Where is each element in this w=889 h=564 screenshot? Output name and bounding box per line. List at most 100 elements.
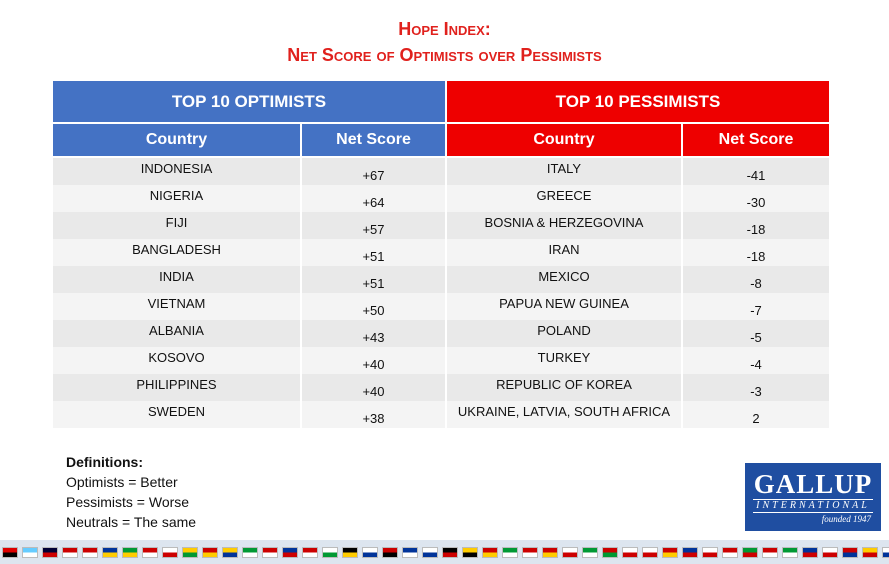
pessimist-country: BOSNIA & HERZEGOVINA	[484, 215, 644, 230]
optimist-score: +67	[362, 168, 385, 183]
pessimist-country: PAPUA NEW GUINEA	[499, 296, 629, 311]
flag-icon	[602, 546, 618, 558]
flag-icon	[282, 546, 298, 558]
flag-icon	[242, 546, 258, 558]
optimist-country: KOSOVO	[148, 350, 205, 365]
column-separator	[445, 239, 447, 266]
optimist-score: +51	[362, 249, 385, 264]
flag-icon	[562, 546, 578, 558]
flag-icon	[62, 546, 78, 558]
flag-icon	[502, 546, 518, 558]
column-separator	[300, 185, 302, 212]
optimist-country: SWEDEN	[147, 404, 206, 419]
column-separator	[300, 239, 302, 266]
table-row: FIJI +57 BOSNIA & HERZEGOVINA -18	[53, 212, 829, 239]
definition-neutrals: Neutrals = The same	[66, 514, 197, 530]
logo-sub: INTERNATIONAL	[753, 499, 873, 513]
flag-icon	[182, 546, 198, 558]
flag-icon	[382, 546, 398, 558]
pessimists-score-header: Net Score	[683, 124, 829, 156]
pessimist-score: -3	[750, 384, 762, 399]
table-body: INDONESIA +67 ITALY -41 NIGERIA +64 GREECE -30 F…	[53, 158, 829, 428]
column-separator	[445, 266, 447, 293]
flag-icon	[222, 546, 238, 558]
flag-icon	[782, 546, 798, 558]
optimist-country: INDIA	[159, 269, 194, 284]
flag-icon	[122, 546, 138, 558]
logo-main: GALLUP	[753, 469, 873, 499]
optimist-country: ALBANIA	[149, 323, 204, 338]
flag-icon	[82, 546, 98, 558]
flag-icon	[702, 546, 718, 558]
pessimist-country: POLAND	[537, 323, 591, 338]
flag-icon	[622, 546, 638, 558]
column-separator	[681, 347, 683, 374]
table-row: INDIA +51 MEXICO -8	[53, 266, 829, 293]
flag-icon	[742, 546, 758, 558]
optimist-score: +40	[362, 357, 385, 372]
optimist-country: BANGLADESH	[132, 242, 221, 257]
column-separator	[300, 374, 302, 401]
optimists-score-header: Net Score	[302, 124, 445, 156]
table-row: PHILIPPINES +40 REPUBLIC OF KOREA -3	[53, 374, 829, 401]
flag-icon	[862, 546, 878, 558]
table-row: SWEDEN +38 UKRAINE, LATVIA, SOUTH AFRICA 2	[53, 401, 829, 428]
flag-icon	[662, 546, 678, 558]
flag-icon	[362, 546, 378, 558]
column-separator	[300, 401, 302, 428]
flag-icon	[162, 546, 178, 558]
flag-icon	[882, 546, 889, 558]
column-separator	[445, 320, 447, 347]
definitions-heading: Definitions:	[66, 454, 143, 470]
flag-icon	[822, 546, 838, 558]
column-separator	[681, 158, 683, 185]
optimist-score: +57	[362, 222, 385, 237]
table-row: ALBANIA +43 POLAND -5	[53, 320, 829, 347]
column-separator	[681, 266, 683, 293]
optimist-country: NIGERIA	[149, 188, 204, 203]
pessimist-country: GREECE	[536, 188, 592, 203]
column-separator	[300, 158, 302, 185]
flag-icon	[322, 546, 338, 558]
flag-icon	[422, 546, 438, 558]
table-row: VIETNAM +50 PAPUA NEW GUINEA -7	[53, 293, 829, 320]
optimist-score: +50	[362, 303, 385, 318]
pessimists-country-header: Country	[447, 124, 681, 156]
pessimist-score: -41	[746, 168, 766, 183]
pessimist-score: 2	[752, 411, 760, 426]
column-separator	[445, 212, 447, 239]
flag-icon	[722, 546, 738, 558]
pessimist-score: -18	[746, 249, 766, 264]
definition-optimists: Optimists = Better	[66, 474, 178, 490]
flag-icon	[762, 546, 778, 558]
table-row: KOSOVO +40 TURKEY -4	[53, 347, 829, 374]
pessimist-score: -5	[750, 330, 762, 345]
column-separator	[300, 266, 302, 293]
chart-title-line2: Net Score of Optimists over Pessimists	[287, 45, 602, 65]
pessimist-score: -7	[750, 303, 762, 318]
optimist-country: PHILIPPINES	[136, 377, 217, 392]
pessimist-country: REPUBLIC OF KOREA	[496, 377, 632, 392]
column-separator	[681, 185, 683, 212]
pessimist-country: MEXICO	[538, 269, 590, 284]
flag-icon	[42, 546, 58, 558]
flag-icon	[202, 546, 218, 558]
pessimists-band: TOP 10 PESSIMISTS	[447, 81, 829, 122]
flag-icon	[582, 546, 598, 558]
pessimist-country: ITALY	[546, 161, 582, 176]
column-separator	[445, 185, 447, 212]
gallup-logo: GALLUP INTERNATIONAL founded 1947	[745, 463, 881, 531]
flag-icon	[482, 546, 498, 558]
flag-icon	[22, 546, 38, 558]
flag-icon	[142, 546, 158, 558]
table-row: BANGLADESH +51 IRAN -18	[53, 239, 829, 266]
flag-icon	[542, 546, 558, 558]
pessimist-country: TURKEY	[537, 350, 591, 365]
column-separator	[681, 374, 683, 401]
column-separator	[681, 239, 683, 266]
flag-icon	[342, 546, 358, 558]
column-separator	[300, 212, 302, 239]
optimists-band: TOP 10 OPTIMISTS	[53, 81, 445, 122]
flag-icon	[522, 546, 538, 558]
flag-icon	[802, 546, 818, 558]
